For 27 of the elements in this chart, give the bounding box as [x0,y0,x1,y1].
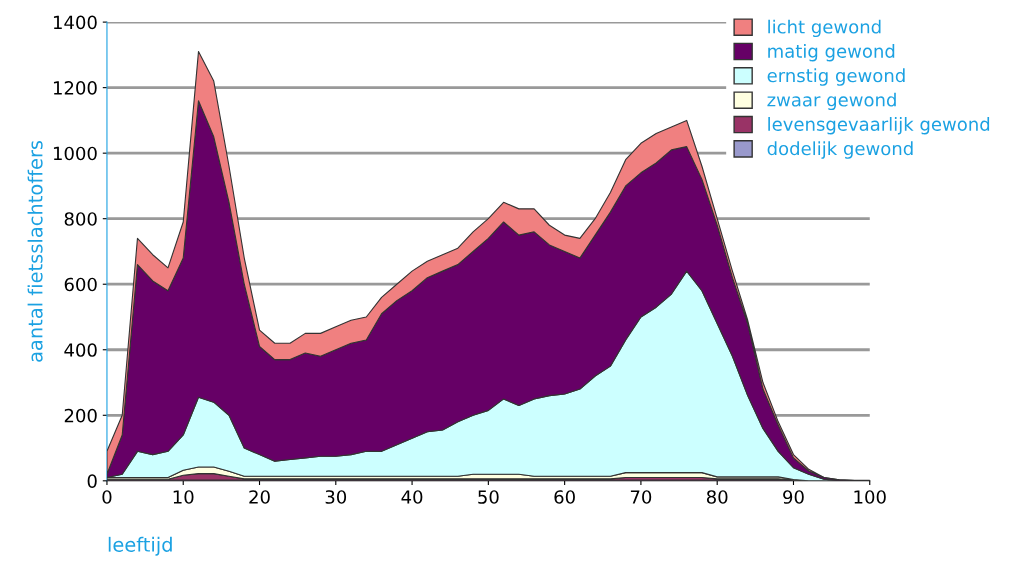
x-tick-label: 60 [554,490,575,504]
x-tick-label: 0 [102,490,112,504]
x-tick-label: 100 [854,490,886,504]
x-tick-label: 10 [173,490,194,504]
y-tick-label: 400 [64,343,97,357]
y-tick-label: 1200 [53,81,97,95]
y-tick-label: 200 [64,408,97,423]
x-tick-label: 40 [401,490,423,504]
y-tick-label: 0 [87,474,97,488]
x-tick-label: 30 [325,490,347,504]
legend-label: dodelijk gewond [767,141,913,159]
x-axis-title: leeftijd [108,536,172,556]
x-tick-label: 20 [249,490,270,504]
legend-label: ernstig gewond [767,68,905,86]
x-tick-label: 50 [478,490,499,504]
x-tick-label: 80 [706,490,728,504]
y-tick-label: 1000 [53,146,97,161]
y-tick-label: 1400 [53,15,97,30]
legend-label: levensgevaarlijk gewond [768,116,990,135]
y-tick-label: 600 [64,277,97,292]
x-tick-label: 70 [630,490,652,504]
y-tick-label: 800 [64,212,97,226]
x-tick-label: 90 [783,490,804,504]
legend-label: licht gewond [768,19,881,38]
legend-label: zwaar gewond [767,92,896,111]
y-axis-title: aantal fietsslachtoffers [27,140,43,362]
legend-label: matig gewond [768,43,895,62]
